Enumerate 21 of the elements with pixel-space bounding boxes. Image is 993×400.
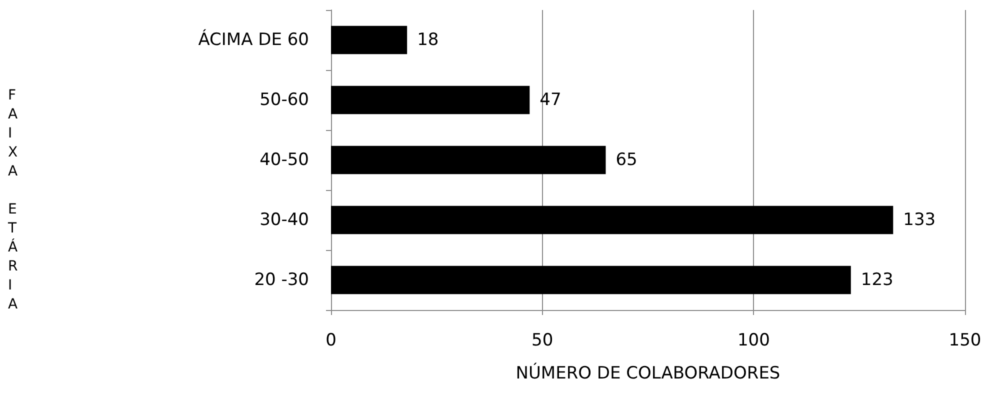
bar xyxy=(331,86,530,114)
text: FAIXA ETÁRIA xyxy=(8,88,18,312)
bar xyxy=(331,266,851,294)
x-tick-label: 100 xyxy=(737,330,770,350)
bar xyxy=(331,206,894,234)
data-label: 133 xyxy=(903,210,936,230)
bar xyxy=(331,26,408,54)
y-tick-label: 40-50 xyxy=(260,150,309,170)
data-label: 18 xyxy=(417,30,439,50)
x-axis-title: NÚMERO DE COLABORADORES xyxy=(516,362,780,384)
data-label: 47 xyxy=(540,90,562,110)
y-tick-label: ÁCIMA DE 60 xyxy=(198,29,309,50)
x-tick-label: 150 xyxy=(948,330,982,350)
data-label: 123 xyxy=(860,270,894,290)
y-tick-label: 20 -30 xyxy=(254,270,309,290)
bar xyxy=(331,146,606,174)
x-tick-label: 0 xyxy=(326,330,336,350)
y-tick-label: 30-40 xyxy=(260,210,309,230)
x-tick-label: 50 xyxy=(532,330,554,350)
y-tick-label: 50-60 xyxy=(260,90,309,110)
data-label: 65 xyxy=(616,150,638,170)
